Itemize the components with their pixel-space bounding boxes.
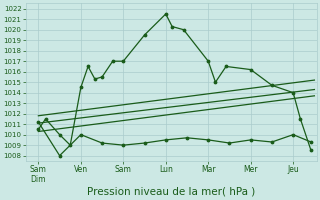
X-axis label: Pression niveau de la mer( hPa ): Pression niveau de la mer( hPa ) (87, 187, 255, 197)
